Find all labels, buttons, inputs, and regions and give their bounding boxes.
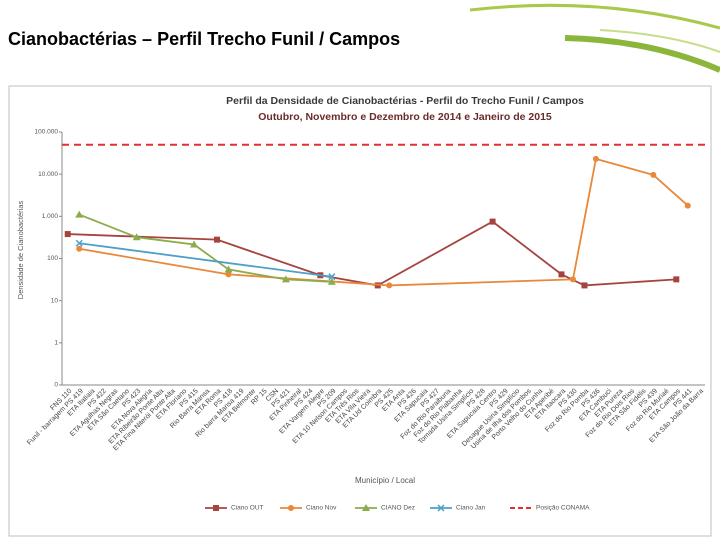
legend-marker (362, 504, 370, 511)
chart-subtitle: Outubro, Novembro e Dezembro de 2014 e J… (258, 111, 552, 123)
chart-title: Perfil da Densidade de Cianobactérias - … (226, 95, 584, 107)
y-tick-label: 10.000 (38, 171, 58, 178)
point (558, 271, 565, 278)
series-line (78, 213, 332, 283)
decoration (564, 35, 720, 73)
legend-label: Ciano Nov (306, 505, 337, 512)
series-line (79, 242, 332, 278)
point (76, 245, 83, 252)
point (650, 171, 657, 178)
decoration (599, 29, 720, 53)
y-tick-label: 0 (54, 382, 58, 389)
legend-label: Ciano OUT (231, 505, 264, 512)
point (225, 271, 232, 278)
point (328, 273, 336, 281)
y-tick-label: 100 (47, 255, 58, 262)
decoration (469, 3, 720, 30)
point (224, 265, 233, 273)
point (75, 239, 83, 247)
y-tick-label: 100.000 (35, 129, 59, 136)
point (489, 218, 496, 225)
point (64, 231, 71, 238)
slide-title: Cianobactérias – Perfil Trecho Funil / C… (8, 29, 400, 49)
point (327, 277, 336, 285)
legend-marker (288, 505, 294, 511)
y-axis-title: Densidade de Cianobactérias (16, 201, 25, 300)
x-axis-title: Município / Local (355, 476, 415, 485)
y-tick-label: 10 (51, 297, 59, 304)
point (592, 155, 599, 162)
point (386, 282, 393, 289)
y-tick-label: 1.000 (42, 213, 59, 220)
legend-marker (213, 505, 219, 511)
point (569, 276, 576, 283)
series-line (67, 220, 677, 287)
legend-label: Ciano Jan (456, 505, 486, 512)
legend-label: Posição CONAMA (536, 505, 590, 512)
point (673, 276, 680, 283)
legend-label: CIANO Dez (381, 505, 415, 512)
y-tick-label: 1 (54, 340, 58, 347)
point (132, 233, 141, 241)
point (684, 202, 691, 209)
legend-marker (437, 504, 445, 512)
point (581, 282, 588, 289)
point (75, 210, 84, 218)
point (214, 236, 221, 243)
chart-frame (8, 85, 712, 537)
point (281, 275, 290, 283)
point (190, 240, 199, 248)
